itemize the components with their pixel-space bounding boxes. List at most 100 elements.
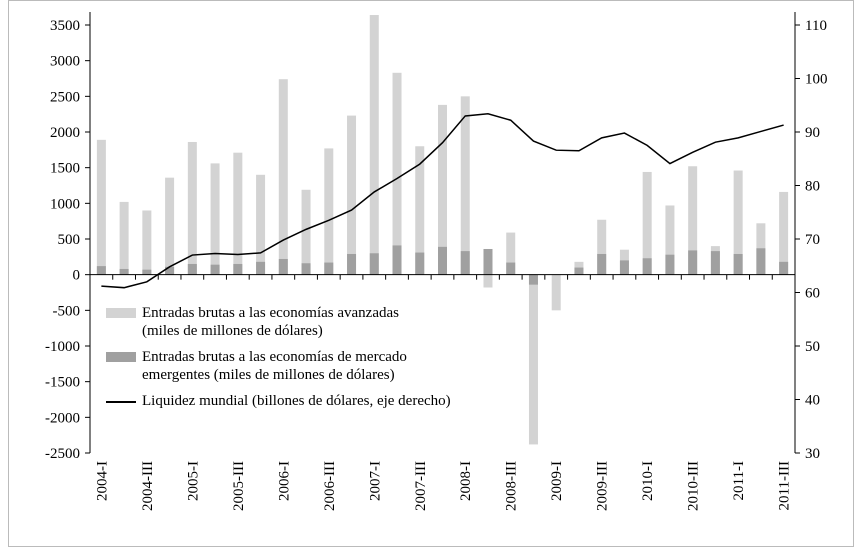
y-tick-label: 2000 — [50, 125, 80, 141]
bar — [142, 269, 152, 275]
bar — [187, 263, 197, 275]
bar — [483, 274, 493, 288]
legend-item: Entradas brutas a las economías de merca… — [106, 348, 526, 384]
bar — [597, 219, 607, 275]
legend-label: Entradas brutas a las economías de merca… — [142, 349, 407, 383]
y-tick-label: 500 — [58, 232, 81, 248]
bar — [415, 252, 425, 275]
bar — [165, 177, 175, 275]
y2-tick-label: 80 — [805, 179, 820, 195]
bar — [119, 268, 129, 275]
bar — [710, 251, 720, 275]
bar — [483, 248, 493, 275]
bar — [392, 245, 402, 275]
bar — [528, 274, 538, 445]
x-tick-label: 2006-III — [322, 461, 338, 511]
bar — [574, 267, 584, 275]
legend-label: Entradas brutas a las economías avanzada… — [142, 305, 399, 339]
y2-tick-label: 50 — [805, 339, 820, 355]
bar — [733, 170, 743, 275]
y-tick-label: -2000 — [45, 410, 80, 426]
y-tick-label: 1000 — [50, 196, 80, 212]
x-tick-label: 2008-I — [458, 461, 474, 501]
y2-tick-label: 30 — [805, 446, 820, 462]
bar — [96, 139, 106, 275]
bar — [119, 201, 129, 275]
x-tick-label: 2007-I — [367, 461, 383, 501]
x-tick-label: 2005-III — [231, 461, 247, 511]
x-tick-label: 2004-III — [140, 461, 156, 511]
bar — [415, 146, 425, 275]
y2-tick-label: 40 — [805, 393, 820, 409]
y-tick-label: -500 — [53, 303, 81, 319]
y2-tick-label: 70 — [805, 232, 820, 248]
x-tick-label: 2004-I — [94, 461, 110, 501]
x-tick-label: 2009-I — [549, 461, 565, 501]
bar — [506, 262, 516, 275]
y-tick-label: 3500 — [50, 18, 80, 34]
bar — [528, 274, 538, 285]
legend-item: Entradas brutas a las economías avanzada… — [106, 304, 526, 340]
bar — [733, 253, 743, 275]
y2-tick-label: 60 — [805, 286, 820, 302]
x-tick-label: 2011-III — [777, 461, 793, 510]
bar — [278, 79, 288, 275]
bar — [642, 258, 652, 275]
x-tick-label: 2011-I — [731, 461, 747, 500]
bar — [688, 250, 698, 275]
bar — [278, 258, 288, 275]
bar — [301, 189, 311, 275]
y2-tick-label: 110 — [805, 18, 827, 34]
bar — [369, 253, 379, 275]
bar — [347, 253, 357, 275]
y-tick-label: 2500 — [50, 89, 80, 105]
x-tick-label: 2007-III — [413, 461, 429, 511]
bar — [438, 246, 447, 275]
bar — [233, 152, 243, 275]
y-tick-label: 1500 — [50, 161, 80, 177]
bar — [210, 163, 220, 275]
bar — [665, 254, 675, 275]
bar — [210, 264, 220, 275]
bar — [187, 141, 197, 275]
y-tick-label: -2500 — [45, 446, 80, 462]
bar — [324, 262, 334, 275]
legend-swatch — [106, 352, 136, 362]
bar — [460, 96, 470, 275]
bar — [256, 261, 266, 275]
x-tick-label: 2009-III — [595, 461, 611, 511]
bar — [142, 210, 152, 275]
bar — [324, 148, 334, 275]
bar — [369, 15, 379, 275]
bar — [779, 261, 789, 275]
x-tick-label: 2010-I — [640, 461, 656, 501]
legend: Entradas brutas a las economías avanzada… — [106, 304, 526, 418]
y-tick-label: -1000 — [45, 339, 80, 355]
bar — [642, 171, 652, 275]
bar — [256, 174, 266, 275]
y2-tick-label: 100 — [805, 72, 828, 88]
legend-item: Liquidez mundial (billones de dólares, e… — [106, 392, 526, 410]
bar — [688, 166, 698, 275]
bar — [165, 266, 175, 275]
x-tick-label: 2006-I — [276, 461, 292, 501]
bar — [597, 253, 607, 275]
line — [101, 113, 784, 289]
frame — [8, 0, 854, 547]
bar — [619, 260, 629, 275]
bar — [438, 104, 447, 275]
legend-swatch — [106, 401, 136, 403]
bar — [233, 263, 243, 275]
bar — [779, 191, 789, 275]
bar — [392, 72, 402, 275]
bar — [301, 263, 311, 275]
bar — [347, 115, 357, 275]
bar — [756, 248, 766, 275]
bar — [506, 232, 516, 275]
bar — [551, 274, 561, 311]
legend-swatch — [106, 308, 136, 318]
legend-label: Liquidez mundial (billones de dólares, e… — [142, 393, 451, 409]
y2-tick-label: 90 — [805, 125, 820, 141]
